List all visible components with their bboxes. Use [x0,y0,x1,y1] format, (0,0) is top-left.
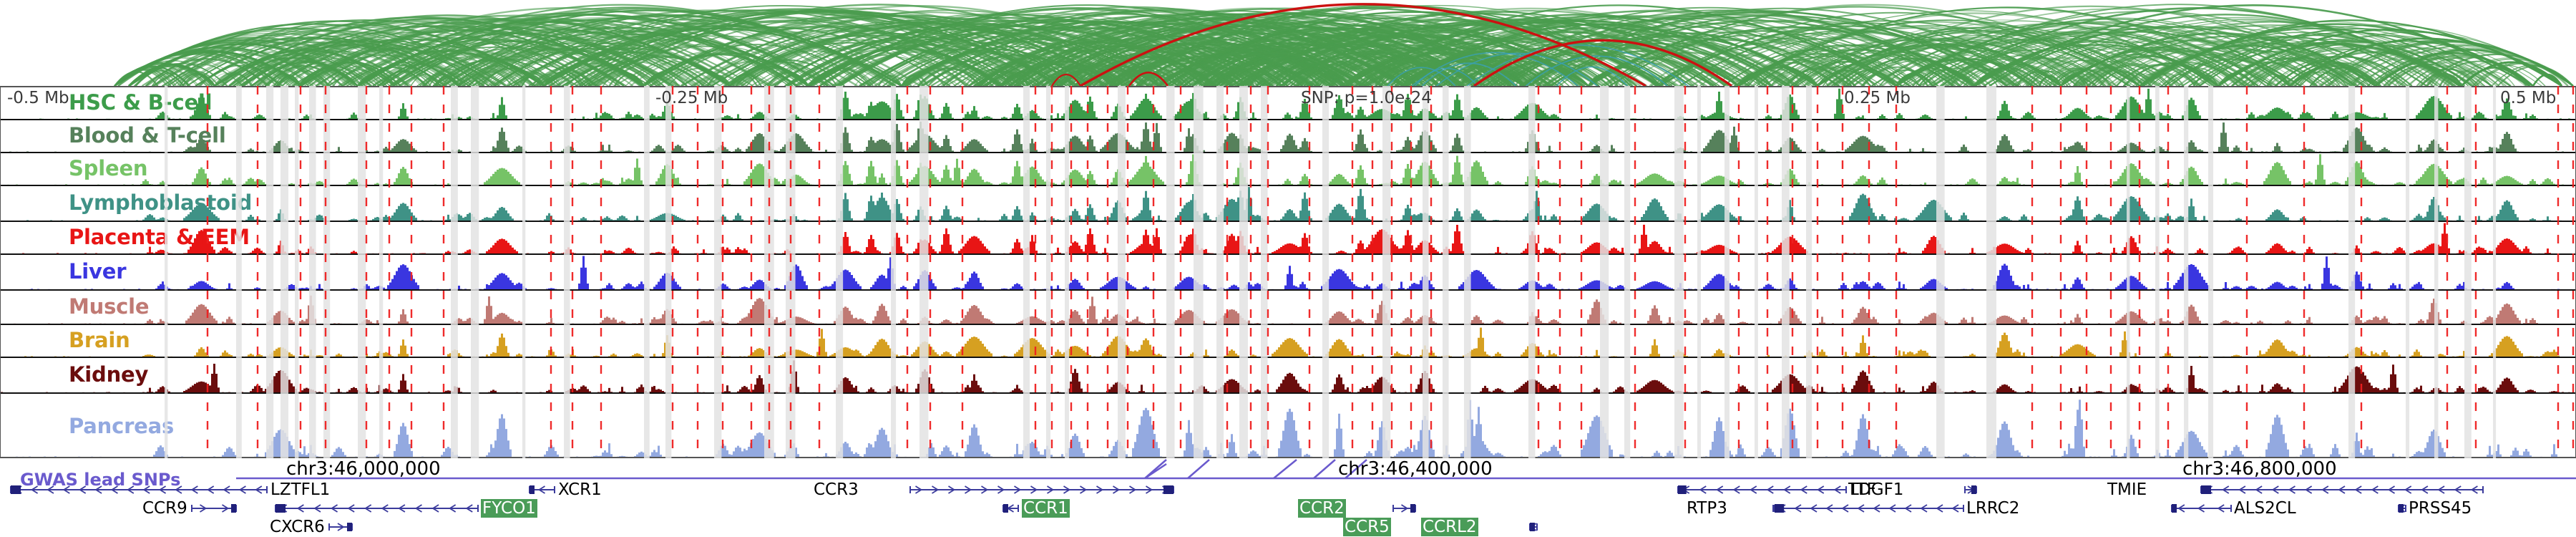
snp-pvalue-annotation: SNP: p=1.0e-24 [1301,89,1432,107]
gene-label-ccr2[interactable]: CCR2 [1298,499,1346,518]
track-signal [24,327,2575,357]
gene-label-ccr9[interactable]: CCR9 [142,499,187,518]
track-signal [26,187,2575,221]
track-signal [22,223,2551,253]
gene-label-xcr1[interactable]: XCR1 [558,480,602,499]
track-hsc-b-cell: HSC & B-cell [1,87,2575,120]
axis-tick-label: -0.5 Mb [7,89,69,107]
signal-track-panel: HSC & B-cell Blood & T-cell Spleen Lymphobl… [0,86,2576,458]
track-spleen: Spleen [1,153,2575,186]
track-signal [7,154,2575,185]
axis-tick-label: -0.25 Mb [655,89,728,107]
gene-label-als2cl[interactable]: ALS2CL [2234,499,2296,518]
gene-label-ccr3[interactable]: CCR3 [814,480,859,499]
gene-label-ccr5[interactable]: CCR5 [1343,518,1391,536]
gene-label-fyco1[interactable]: FYCO1 [481,499,537,518]
axis-tick-label: 0.5 Mb [2500,89,2557,107]
track-signal [39,88,2570,119]
gene-svg [10,459,2576,531]
track-signal [29,256,2560,289]
chromatin-loop-arc-panel [0,0,2576,86]
track-signal [1,360,2570,392]
gene-label-ccrl2[interactable]: CCRL2 [1421,518,1478,536]
gene-label-rtp3[interactable]: RTP3 [1687,499,1727,518]
gene-label-tmie[interactable]: TMIE [2107,480,2147,499]
gene-label-lztfl1[interactable]: LZTFL1 [270,480,331,499]
gene-label-lrrc2[interactable]: LRRC2 [1966,499,2020,518]
track-signal [9,122,2564,152]
gwas-lead-snps-label: GWAS lead SNPs [20,470,181,490]
track-blood-t-cell: Blood & T-cell [1,120,2575,153]
track-kidney: Kidney [1,358,2575,394]
gene-label-ltf[interactable]: LTF [1850,480,1876,499]
track-liver: Liver [1,255,2575,291]
axis-tick-label: 0.25 Mb [1844,89,1911,107]
track-placenta-eem: Placenta & EEM [1,222,2575,255]
track-signal [14,295,2572,324]
coordinate-label: chr3:46,800,000 [2182,458,2337,480]
track-lymphoblastoid: Lymphoblastoid [1,186,2575,222]
gene-label-tdgf1[interactable]: TDGF1 [1848,480,1904,499]
track-pancreas: Pancreas [1,394,2575,457]
gene-label-prss45[interactable]: PRSS45 [2409,499,2472,518]
track-brain: Brain [1,325,2575,358]
track-signal [16,400,2572,457]
coordinate-label: chr3:46,000,000 [286,458,441,480]
gene-label-cxcr6[interactable]: CXCR6 [270,518,325,536]
gene-annotation-panel: chr3:46,000,000 chr3:46,400,000 chr3:46,80… [0,458,2576,537]
coordinate-label: chr3:46,400,000 [1338,458,1493,480]
track-muscle: Muscle [1,291,2575,325]
arc-svg [114,3,2574,86]
gene-label-ccr1[interactable]: CCR1 [1022,499,1070,518]
